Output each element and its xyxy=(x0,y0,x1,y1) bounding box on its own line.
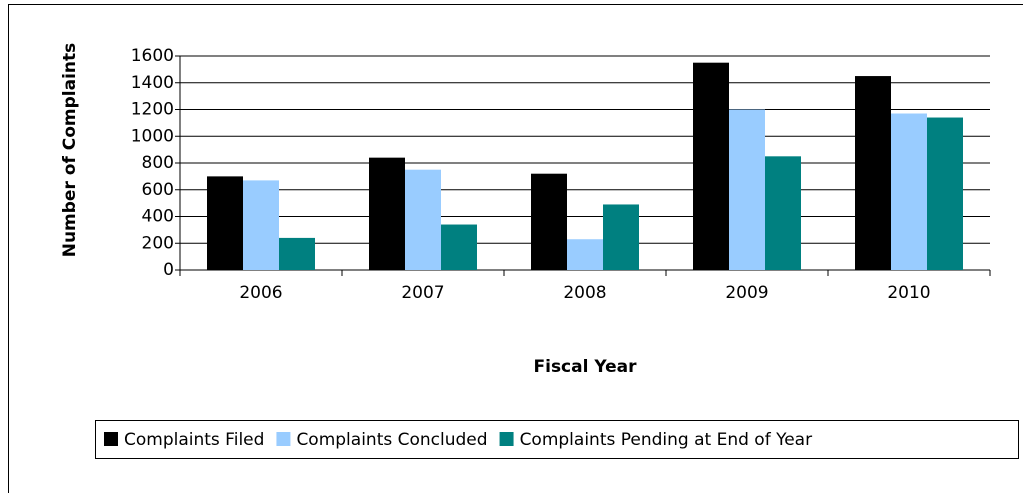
bar xyxy=(405,169,441,270)
y-tick-label: 600 xyxy=(142,180,174,200)
bar xyxy=(207,176,243,270)
bar xyxy=(693,62,729,270)
bar xyxy=(765,156,801,270)
x-tick-label: 2010 xyxy=(887,283,930,303)
bar xyxy=(729,109,765,270)
bar xyxy=(855,76,891,270)
legend-swatch xyxy=(276,432,291,446)
legend-swatch xyxy=(499,432,514,446)
y-tick-label: 400 xyxy=(142,207,174,227)
y-tick-label: 1400 xyxy=(131,73,174,93)
x-tick-label: 2009 xyxy=(725,283,768,303)
bar xyxy=(279,237,315,270)
x-tick-label: 2008 xyxy=(563,283,606,303)
x-tick-label: 2006 xyxy=(239,283,282,303)
x-axis-title: Fiscal Year xyxy=(534,357,638,377)
bar xyxy=(531,173,567,270)
x-tick-label: 2007 xyxy=(401,283,444,303)
y-tick-label: 800 xyxy=(142,153,174,173)
bar xyxy=(441,224,477,270)
bar xyxy=(567,239,603,270)
y-tick-label: 200 xyxy=(142,233,174,253)
y-tick-label: 1200 xyxy=(131,100,174,120)
bar xyxy=(603,204,639,270)
legend-label: Complaints Filed xyxy=(124,430,264,450)
bar xyxy=(369,157,405,270)
legend-label: Complaints Concluded xyxy=(296,430,487,450)
bar xyxy=(927,117,963,271)
y-tick-label: 1000 xyxy=(131,126,174,146)
y-tick-label: 1600 xyxy=(131,46,174,66)
legend-label: Complaints Pending at End of Year xyxy=(520,430,813,450)
y-axis-title: Number of Complaints xyxy=(60,43,80,258)
legend-frame xyxy=(95,420,1019,459)
y-tick-label: 0 xyxy=(163,260,174,280)
chart-frame xyxy=(8,4,1023,493)
legend-swatch xyxy=(104,432,118,446)
bar xyxy=(891,113,927,270)
bar xyxy=(243,180,279,270)
